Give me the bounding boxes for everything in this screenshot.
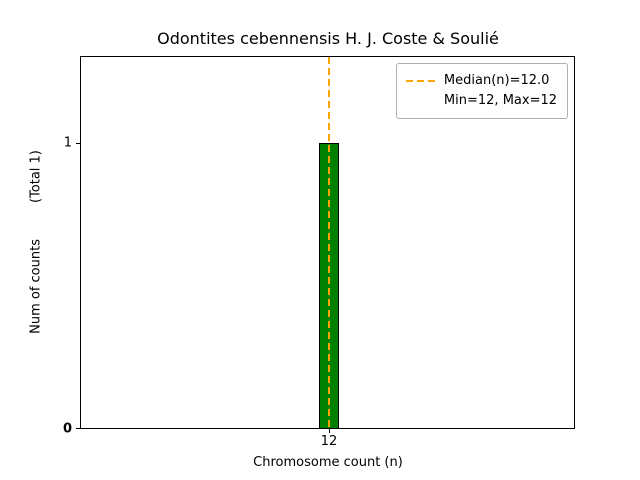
legend-spacer bbox=[406, 100, 436, 102]
dashed-line-sample-icon bbox=[405, 80, 436, 83]
legend-row-minmax: Min=12, Max=12 bbox=[406, 91, 557, 111]
y-axis-label-text: Num of counts bbox=[28, 239, 44, 334]
legend: Median(n)=12.0 Min=12, Max=12 bbox=[395, 63, 568, 120]
y-tick-mark-0 bbox=[76, 428, 80, 429]
median-vline bbox=[328, 57, 330, 428]
legend-median-label: Median(n)=12.0 bbox=[443, 73, 550, 88]
legend-minmax-label: Min=12, Max=12 bbox=[443, 93, 557, 109]
legend-row-median: Median(n)=12.0 bbox=[405, 71, 557, 91]
y-tick-mark-1 bbox=[76, 143, 80, 144]
x-tick-mark-12 bbox=[329, 429, 330, 433]
plot-area: Median(n)=12.0 Min=12, Max=12 bbox=[80, 56, 575, 429]
x-axis-label: Chromosome count (n) bbox=[253, 455, 403, 470]
x-tick-label-12: 12 bbox=[320, 434, 338, 449]
y-tick-label-1: 1 bbox=[63, 135, 72, 151]
y-axis-label: Num of counts (Total 1) bbox=[29, 150, 44, 334]
y-tick-label-0: 0 bbox=[62, 421, 72, 437]
chart-title: Odontites cebennensis H. J. Coste & Soul… bbox=[157, 29, 499, 48]
y-axis-label-total: (Total 1) bbox=[28, 150, 44, 204]
